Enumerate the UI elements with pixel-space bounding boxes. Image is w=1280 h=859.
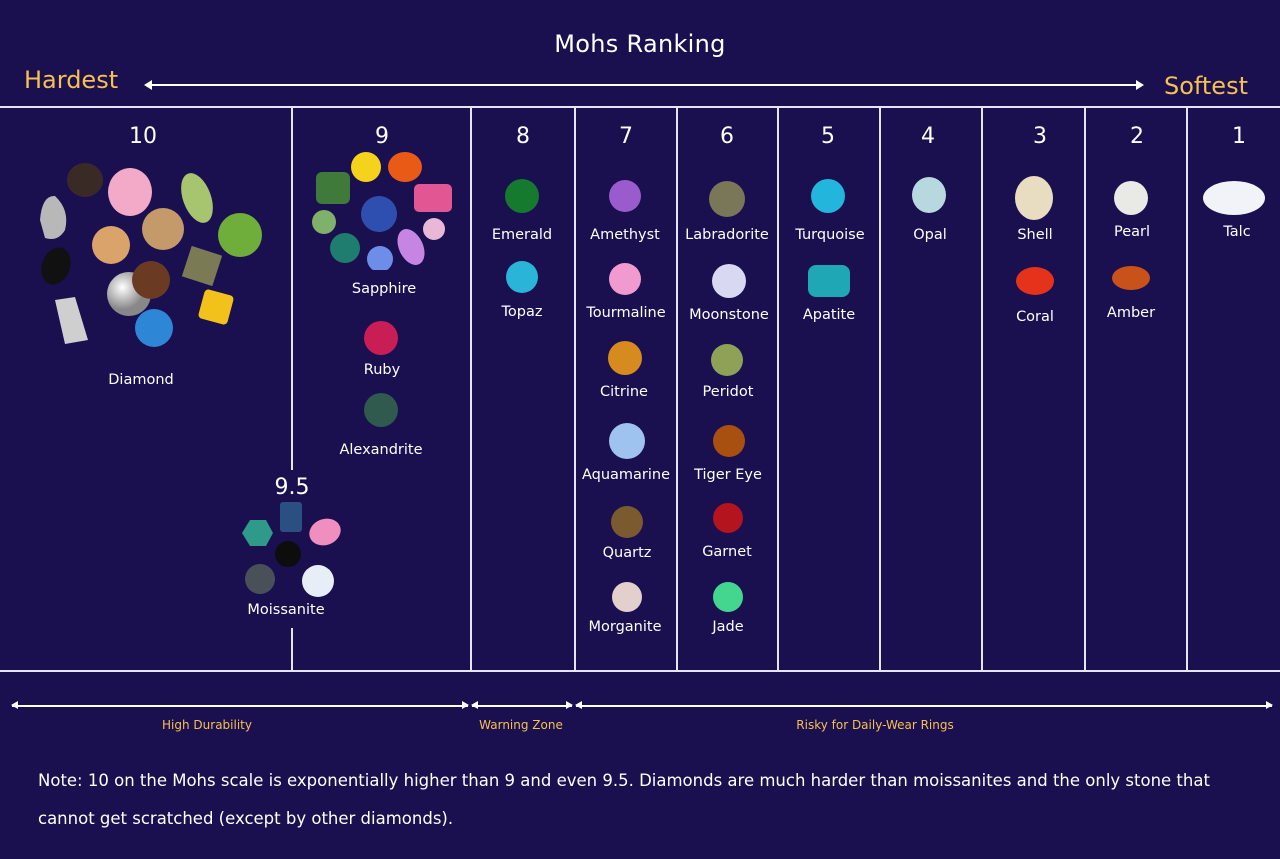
gem-label-aquamarine: Aquamarine (581, 467, 671, 483)
gem-label-apatite: Apatite (802, 307, 856, 323)
gem-label-pearl: Pearl (1113, 224, 1151, 240)
gem-label-turquoise: Turquoise (795, 227, 865, 243)
moissanite-cluster-icon (242, 502, 341, 597)
gem-label-quartz: Quartz (602, 545, 652, 561)
gem-label-ruby: Ruby (363, 362, 401, 378)
divider-10-9-upper (291, 107, 293, 470)
rank-10: 10 (129, 124, 157, 149)
gem-label-talc: Talc (1223, 224, 1251, 240)
divider-4-3 (981, 107, 983, 671)
gem-label-citrine: Citrine (600, 384, 648, 400)
gem-label-morganite: Morganite (588, 619, 662, 635)
zone-warning-arrow (471, 702, 573, 708)
rank-6: 6 (720, 124, 734, 149)
table-bottom-border (0, 670, 1280, 672)
divider-2-1 (1186, 107, 1188, 671)
zone-label-risky: Risky for Daily-Wear Rings (796, 718, 954, 732)
zone-high-durability-arrow (11, 702, 469, 708)
rank-2: 2 (1130, 124, 1144, 149)
coral-gem-icon (1016, 267, 1054, 295)
gem-label-peridot: Peridot (702, 384, 754, 400)
hardness-axis-arrow (144, 80, 1144, 90)
divider-5-4 (879, 107, 881, 671)
gem-label-amethyst: Amethyst (590, 227, 660, 243)
footnote: Note: 10 on the Mohs scale is exponentia… (38, 771, 1210, 828)
turquoise-gem-icon (811, 179, 845, 213)
gem-label-amber: Amber (1106, 305, 1156, 321)
tiger-eye-gem-icon (713, 425, 745, 457)
gem-label-moonstone: Moonstone (689, 307, 769, 323)
rank-7: 7 (619, 124, 633, 149)
rank-1: 1 (1232, 124, 1246, 149)
divider-6-5 (777, 107, 779, 671)
rank-8: 8 (516, 124, 530, 149)
apatite-gem-icon (808, 265, 850, 297)
jade-gem-icon (713, 582, 743, 612)
divider-3-2 (1084, 107, 1086, 671)
divider-8-7 (574, 107, 576, 671)
gem-label-sapphire: Sapphire (351, 281, 417, 297)
gem-label-coral: Coral (1016, 309, 1054, 325)
diamond-cluster-icon (40, 163, 262, 347)
zone-label-high-durability: High Durability (162, 718, 252, 732)
rank-9: 9 (375, 124, 389, 149)
divider-7-6 (676, 107, 678, 671)
gem-label-shell: Shell (1017, 227, 1053, 243)
gem-label-diamond: Diamond (108, 372, 174, 388)
quartz-gem-icon (611, 506, 643, 538)
shell-gem-icon (1015, 176, 1053, 220)
moonstone-gem-icon (712, 264, 746, 298)
table-top-border (0, 106, 1280, 108)
pearl-gem-icon (1114, 181, 1148, 215)
aquamarine-gem-icon (609, 423, 645, 459)
divider-10-9-lower (291, 628, 293, 671)
gem-label-labradorite: Labradorite (685, 227, 769, 243)
zone-risky-arrow (575, 702, 1273, 708)
rank-3: 3 (1033, 124, 1047, 149)
softest-label: Softest (1163, 72, 1248, 100)
emerald-gem-icon (505, 179, 539, 213)
gem-label-emerald: Emerald (491, 227, 553, 243)
hardest-label: Hardest (24, 66, 119, 94)
peridot-gem-icon (711, 344, 743, 376)
amber-gem-icon (1112, 266, 1150, 290)
topaz-gem-icon (506, 261, 538, 293)
rank-4: 4 (921, 124, 935, 149)
rank-9-5: 9.5 (274, 475, 310, 500)
gem-label-tiger-eye: Tiger Eye (694, 467, 762, 483)
opal-gem-icon (912, 177, 946, 213)
morganite-gem-icon (612, 582, 642, 612)
zone-label-warning: Warning Zone (479, 718, 563, 732)
divider-9-8 (470, 107, 472, 671)
garnet-gem-icon (713, 503, 743, 533)
alexandrite-gem-icon (364, 393, 398, 427)
gem-label-jade: Jade (712, 619, 744, 635)
gem-label-tourmaline: Tourmaline (586, 305, 666, 321)
gem-label-opal: Opal (913, 227, 947, 243)
gem-label-moissanite: Moissanite (247, 602, 325, 618)
ruby-gem-icon (364, 321, 398, 355)
tourmaline-gem-icon (609, 263, 641, 295)
gem-label-alexandrite: Alexandrite (339, 442, 423, 458)
labradorite-gem-icon (709, 181, 745, 217)
chart-title: Mohs Ranking (554, 30, 726, 58)
amethyst-gem-icon (609, 180, 641, 212)
rank-5: 5 (821, 124, 835, 149)
gem-label-garnet: Garnet (702, 544, 752, 560)
citrine-gem-icon (608, 341, 642, 375)
gem-label-topaz: Topaz (501, 304, 543, 320)
talc-gem-icon (1203, 181, 1265, 215)
sapphire-cluster-icon (312, 152, 452, 270)
